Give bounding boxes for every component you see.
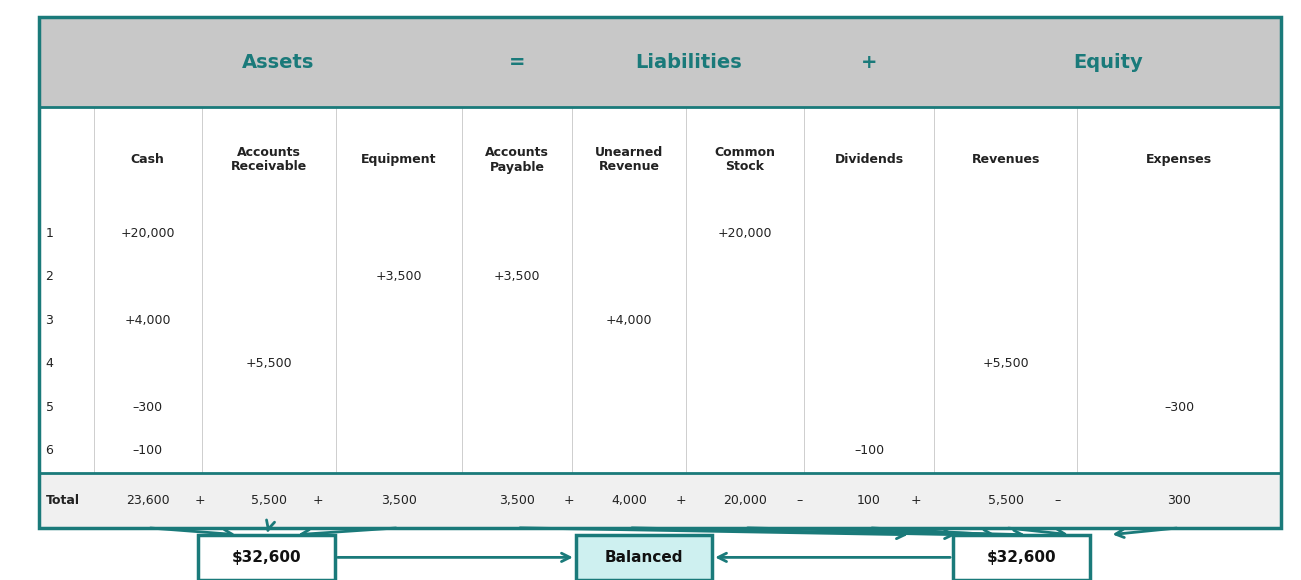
Text: +: + bbox=[911, 494, 921, 507]
Text: 3: 3 bbox=[46, 314, 53, 327]
Text: Accounts
Payable: Accounts Payable bbox=[485, 146, 549, 173]
Text: 20,000: 20,000 bbox=[723, 494, 766, 507]
Text: +: + bbox=[312, 494, 324, 507]
Text: +: + bbox=[194, 494, 206, 507]
Text: +: + bbox=[675, 494, 687, 507]
Text: 2: 2 bbox=[46, 270, 53, 284]
FancyBboxPatch shape bbox=[39, 107, 1281, 212]
FancyBboxPatch shape bbox=[198, 535, 336, 580]
Text: Assets: Assets bbox=[242, 53, 314, 72]
Text: +: + bbox=[861, 53, 877, 72]
Text: 100: 100 bbox=[857, 494, 881, 507]
Text: +: + bbox=[563, 494, 575, 507]
Text: Balanced: Balanced bbox=[605, 550, 683, 565]
Text: +5,500: +5,500 bbox=[982, 357, 1029, 371]
Text: 3,500: 3,500 bbox=[381, 494, 416, 507]
Text: 5,500: 5,500 bbox=[251, 494, 286, 507]
Text: –300: –300 bbox=[133, 401, 163, 414]
Text: 300: 300 bbox=[1167, 494, 1192, 507]
Text: $32,600: $32,600 bbox=[986, 550, 1056, 565]
Text: 5,500: 5,500 bbox=[987, 494, 1024, 507]
Text: 4: 4 bbox=[46, 357, 53, 371]
Text: Total: Total bbox=[46, 494, 79, 507]
Text: 3,500: 3,500 bbox=[500, 494, 535, 507]
Text: –100: –100 bbox=[133, 444, 163, 458]
Text: Equity: Equity bbox=[1073, 53, 1142, 72]
FancyBboxPatch shape bbox=[39, 473, 1281, 528]
Text: +3,500: +3,500 bbox=[376, 270, 422, 284]
Text: Accounts
Receivable: Accounts Receivable bbox=[230, 146, 307, 173]
Text: –300: –300 bbox=[1164, 401, 1194, 414]
Text: +4,000: +4,000 bbox=[125, 314, 170, 327]
FancyBboxPatch shape bbox=[575, 535, 713, 580]
Text: Cash: Cash bbox=[130, 153, 165, 166]
Text: Unearned
Revenue: Unearned Revenue bbox=[595, 146, 664, 173]
Text: –: – bbox=[1055, 494, 1060, 507]
Text: $32,600: $32,600 bbox=[232, 550, 302, 565]
Text: +20,000: +20,000 bbox=[121, 227, 174, 240]
Text: 4,000: 4,000 bbox=[611, 494, 647, 507]
FancyBboxPatch shape bbox=[39, 17, 1281, 107]
Text: –: – bbox=[796, 494, 803, 507]
Text: =: = bbox=[509, 53, 526, 72]
Text: 1: 1 bbox=[46, 227, 53, 240]
Text: +5,500: +5,500 bbox=[246, 357, 291, 371]
Text: +4,000: +4,000 bbox=[606, 314, 652, 327]
FancyBboxPatch shape bbox=[952, 535, 1090, 580]
Text: +20,000: +20,000 bbox=[718, 227, 771, 240]
Text: Expenses: Expenses bbox=[1146, 153, 1213, 166]
Text: Equipment: Equipment bbox=[360, 153, 437, 166]
FancyBboxPatch shape bbox=[39, 212, 1281, 473]
Text: 5: 5 bbox=[46, 401, 53, 414]
Text: Common
Stock: Common Stock bbox=[714, 146, 775, 173]
Text: Dividends: Dividends bbox=[834, 153, 904, 166]
Text: 6: 6 bbox=[46, 444, 53, 458]
Text: –100: –100 bbox=[853, 444, 885, 458]
Text: Liabilities: Liabilities bbox=[635, 53, 742, 72]
Text: Revenues: Revenues bbox=[972, 153, 1039, 166]
Text: +3,500: +3,500 bbox=[494, 270, 540, 284]
Text: 23,600: 23,600 bbox=[126, 494, 169, 507]
